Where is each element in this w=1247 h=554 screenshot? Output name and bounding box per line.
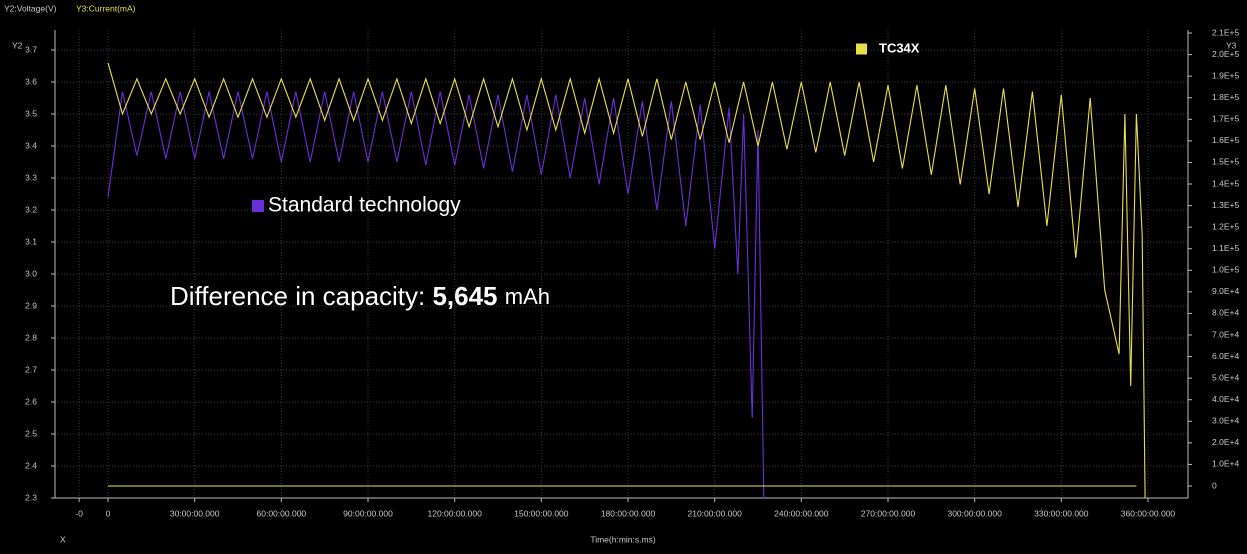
- y-tick-label: 3.7: [25, 44, 37, 54]
- y-tick-label: 3.5: [25, 108, 37, 118]
- y2-tick-label: 1.6E+5: [1212, 135, 1239, 145]
- y2-axis-label: Y3: [1226, 40, 1237, 50]
- y-tick-label: 2.6: [25, 396, 37, 406]
- y-tick-label: 3.3: [25, 172, 37, 182]
- y-tick-label: 3.0: [25, 268, 37, 278]
- y-axis-label: Y2: [12, 40, 23, 50]
- y2-tick-label: 1.2E+5: [1212, 221, 1239, 231]
- x-tick-label: 90:00:00.000: [343, 508, 393, 518]
- x-tick-label: 180:00:00.000: [601, 508, 656, 518]
- x-tick-label: 0: [106, 508, 111, 518]
- y2-tick-label: 1.8E+5: [1212, 92, 1239, 102]
- legend-swatch: [252, 200, 264, 212]
- y-tick-label: 2.5: [25, 428, 37, 438]
- y2-tick-label: 2.0E+4: [1212, 437, 1239, 447]
- annotation: Difference in capacity: 5,645 mAh: [170, 281, 550, 311]
- y-tick-label: 2.9: [25, 300, 37, 310]
- series-line: [107, 91, 765, 499]
- x-tick-label: 240:00:00.000: [774, 508, 829, 518]
- x-tick-label: 270:00:00.000: [861, 508, 916, 518]
- y-tick-label: 2.3: [25, 492, 37, 502]
- y2-tick-label: 9.0E+4: [1212, 286, 1239, 296]
- x-title: Time(h:min:s.ms): [590, 534, 655, 544]
- y2-tick-label: 3.0E+4: [1212, 416, 1239, 426]
- x-tick-label: 120:00:00.000: [427, 508, 482, 518]
- y3-title: Y3:Current(mA): [76, 3, 136, 13]
- y2-tick-label: 2.0E+5: [1212, 49, 1239, 59]
- y2-tick-label: 1.3E+5: [1212, 200, 1239, 210]
- x-tick-label: 330:00:00.000: [1034, 508, 1089, 518]
- x-tick-label: 30:00:00.000: [170, 508, 220, 518]
- y-tick-label: 3.2: [25, 204, 37, 214]
- legend-swatch: [856, 43, 867, 55]
- y-tick-label: 2.8: [25, 332, 37, 342]
- annotation-text: Difference in capacity:: [170, 281, 425, 311]
- y2-tick-label: 5.0E+4: [1212, 372, 1239, 382]
- x-tick-label: 360:00:00.000: [1121, 508, 1176, 518]
- y2-tick-label: 7.0E+4: [1212, 329, 1239, 339]
- annotation-value: 5,645: [432, 281, 497, 311]
- y-tick-label: 2.4: [25, 460, 37, 470]
- y2-tick-label: 1.0E+4: [1212, 459, 1239, 469]
- x-tick-label: 60:00:00.000: [257, 508, 307, 518]
- annotation-unit: mAh: [505, 284, 550, 309]
- legend-label: TC34X: [879, 40, 920, 55]
- x-tick-label: 300:00:00.000: [947, 508, 1002, 518]
- y2-tick-label: 8.0E+4: [1212, 308, 1239, 318]
- y2-tick-label: 0: [1212, 480, 1217, 490]
- x-tick-label: -0: [75, 508, 83, 518]
- y2-tick-label: 6.0E+4: [1212, 351, 1239, 361]
- y2-tick-label: 1.9E+5: [1212, 70, 1239, 80]
- x-axis-name: X: [60, 534, 66, 544]
- y-tick-label: 3.1: [25, 236, 37, 246]
- y2-tick-label: 1.0E+5: [1212, 265, 1239, 275]
- y-tick-label: 2.7: [25, 364, 37, 374]
- x-tick-label: 210:00:00.000: [687, 508, 742, 518]
- y2-tick-label: 2.1E+5: [1212, 27, 1239, 37]
- y2-tick-label: 4.0E+4: [1212, 394, 1239, 404]
- y-tick-label: 3.4: [25, 140, 37, 150]
- y2-tick-label: 1.5E+5: [1212, 157, 1239, 167]
- y2-tick-label: 1.1E+5: [1212, 243, 1239, 253]
- y2-tick-label: 1.7E+5: [1212, 114, 1239, 124]
- legend-label: Standard technology: [268, 194, 461, 217]
- y2-tick-label: 1.4E+5: [1212, 178, 1239, 188]
- series-line: [107, 62, 1146, 499]
- x-tick-label: 150:00:00.000: [514, 508, 569, 518]
- y2-title: Y2:Voltage(V): [4, 3, 57, 13]
- y-tick-label: 3.6: [25, 76, 37, 86]
